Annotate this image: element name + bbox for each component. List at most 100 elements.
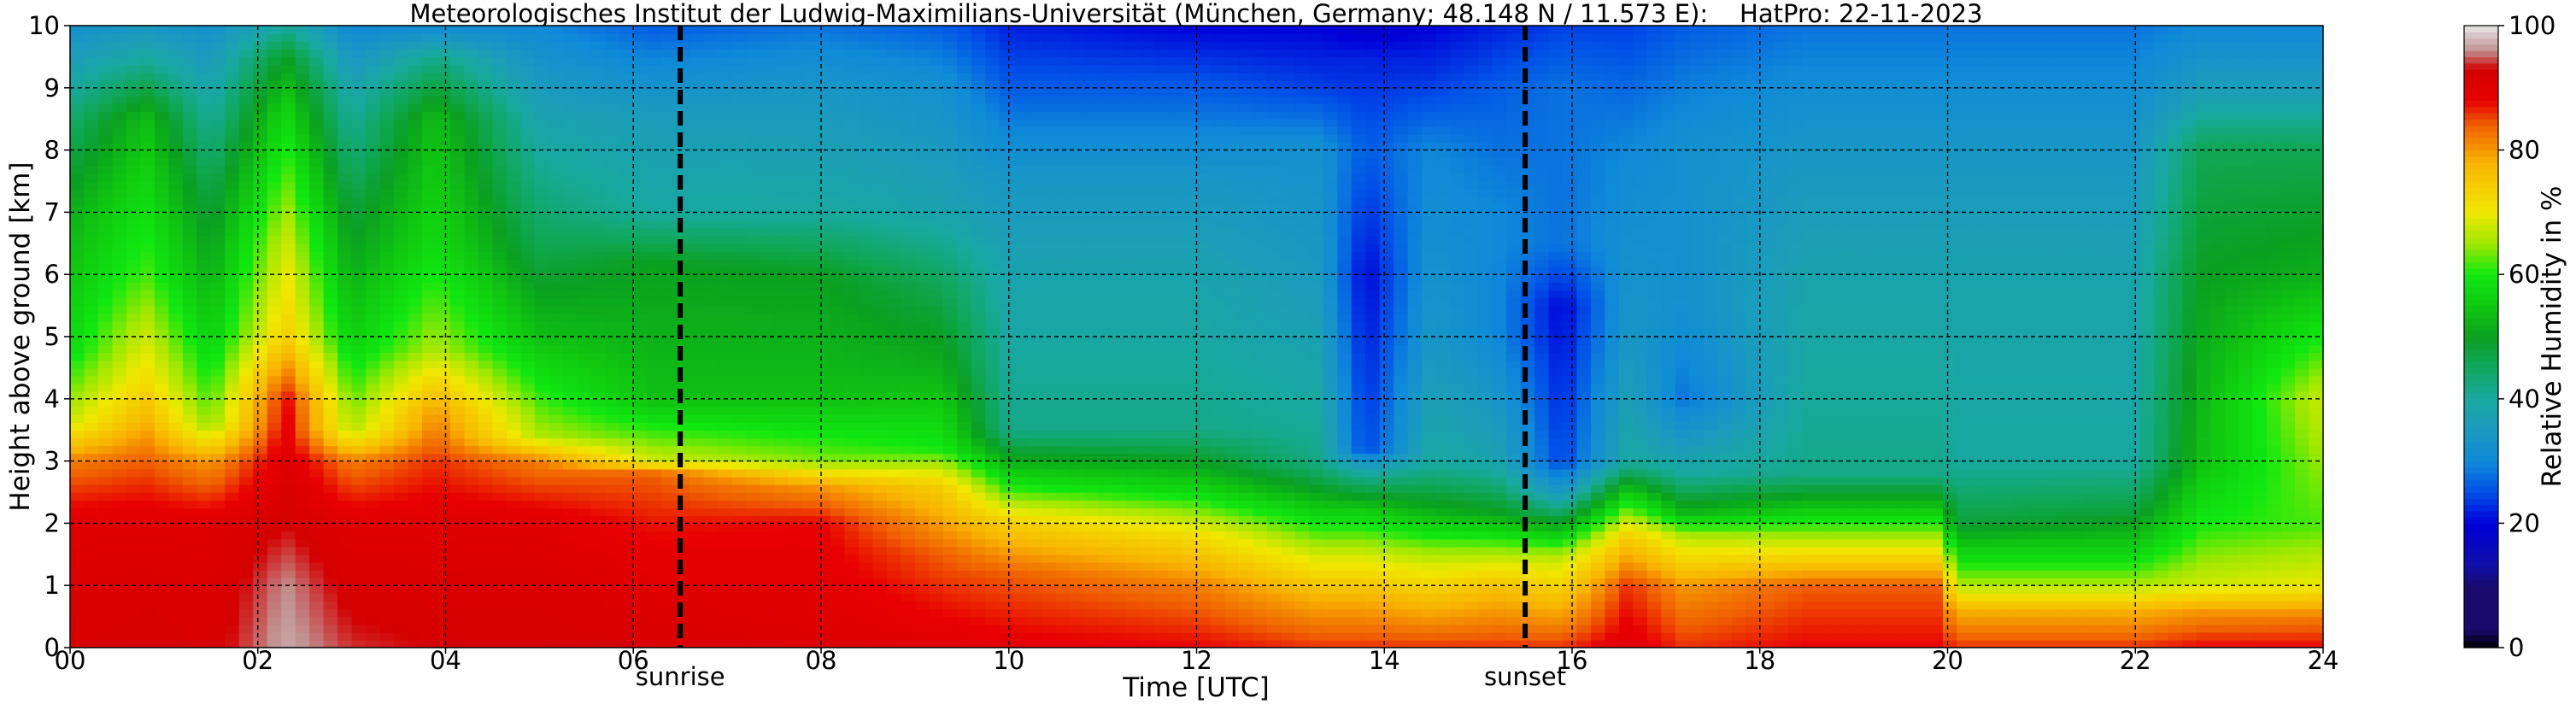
heatmap-cell [84,212,99,221]
heatmap-cell [520,578,536,586]
heatmap-cell [408,484,423,493]
heatmap-cell [886,95,902,104]
heatmap-cell [337,561,353,571]
heatmap-cell [351,398,367,408]
heatmap-cell [238,639,255,648]
heatmap-cell [633,165,648,174]
heatmap-cell [492,624,508,633]
heatmap-cell [746,515,761,525]
heatmap-cell [366,484,381,493]
heatmap-cell [830,398,846,408]
heatmap-cell [633,103,648,112]
heatmap-cell [633,531,648,540]
heatmap-cell [337,204,353,214]
heatmap-cell [238,250,255,260]
heatmap-cell [858,468,874,478]
heatmap-cell [394,406,409,415]
heatmap-cell [408,414,423,423]
heatmap-cell [816,639,831,648]
heatmap-cell [661,111,677,120]
heatmap-cell [267,305,283,314]
heatmap-cell [718,430,733,439]
heatmap-cell [97,64,114,73]
heatmap-cell [619,492,635,501]
heatmap-cell [436,631,451,641]
heatmap-cell [619,313,635,322]
heatmap-cell [281,437,296,447]
heatmap-cell [238,111,255,120]
heatmap-cell [436,414,451,423]
heatmap-cell [126,375,142,384]
heatmap-cell [914,87,930,97]
heatmap-cell [802,111,818,120]
rh-heatmap [70,26,2323,648]
heatmap-cell [464,157,479,167]
heatmap-cell [718,235,733,244]
heatmap-cell [914,173,930,182]
heatmap-cell [534,523,550,532]
heatmap-cell [366,56,381,66]
heatmap-cell [422,500,437,508]
heatmap-cell [577,406,592,415]
heatmap-cell [394,197,409,206]
heatmap-cell [464,212,479,221]
heatmap-cell [323,33,338,42]
heatmap-cell [647,468,663,478]
heatmap-cell [746,523,761,532]
heatmap-cell [295,305,310,314]
heatmap-cell [689,422,705,431]
heatmap-cell [464,259,479,267]
heatmap-cell [464,313,479,322]
heatmap-cell [844,181,860,190]
heatmap-cell [295,250,310,260]
heatmap-cell [844,267,860,275]
heatmap-cell [210,507,226,517]
heatmap-cell [267,337,283,345]
heatmap-cell [577,624,592,633]
heatmap-cell [886,267,902,275]
heatmap-cell [675,297,690,307]
heatmap-cell [802,259,818,267]
heatmap-cell [562,484,578,493]
heatmap-cell [182,538,198,548]
heatmap-cell [281,87,296,97]
heatmap-cell [436,142,451,151]
heatmap-cell [309,624,325,633]
heatmap-cell [549,181,564,190]
heatmap-cell [182,585,198,595]
heatmap-cell [661,197,677,206]
heatmap-cell [351,119,367,128]
heatmap-cell [197,181,212,190]
heatmap-cell [408,111,423,120]
heatmap-cell [605,274,620,284]
heatmap-cell [140,235,155,244]
heatmap-cell [689,142,705,151]
heatmap-cell [816,212,831,221]
heatmap-cell [802,56,818,66]
heatmap-cell [422,554,437,563]
heatmap-cell [197,267,212,275]
heatmap-cell [281,33,296,42]
heatmap-cell [689,64,705,73]
heatmap-cell [830,297,846,307]
heatmap-cell [746,267,761,275]
heatmap-cell [577,305,592,314]
heatmap-cell [633,282,648,291]
heatmap-cell [309,344,325,353]
heatmap-cell [126,41,142,50]
heatmap-cell [844,126,860,136]
heatmap-cell [436,243,451,252]
heatmap-cell [816,220,831,229]
heatmap-cell [126,250,142,260]
heatmap-cell [816,274,831,284]
heatmap-cell [633,601,648,610]
heatmap-cell [534,445,550,455]
heatmap-cell [210,72,226,81]
heatmap-cell [154,313,170,322]
heatmap-cell [774,220,789,229]
heatmap-cell [774,437,789,447]
heatmap-cell [788,150,803,159]
heatmap-cell [408,282,423,291]
heatmap-cell [168,337,184,345]
heatmap-cell [689,212,705,221]
